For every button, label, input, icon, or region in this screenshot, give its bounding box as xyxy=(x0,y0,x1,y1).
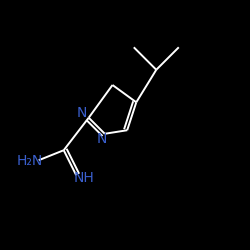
Text: N: N xyxy=(96,132,107,146)
Text: N: N xyxy=(76,106,87,120)
Text: NH: NH xyxy=(73,171,94,185)
Text: H₂N: H₂N xyxy=(17,154,43,168)
